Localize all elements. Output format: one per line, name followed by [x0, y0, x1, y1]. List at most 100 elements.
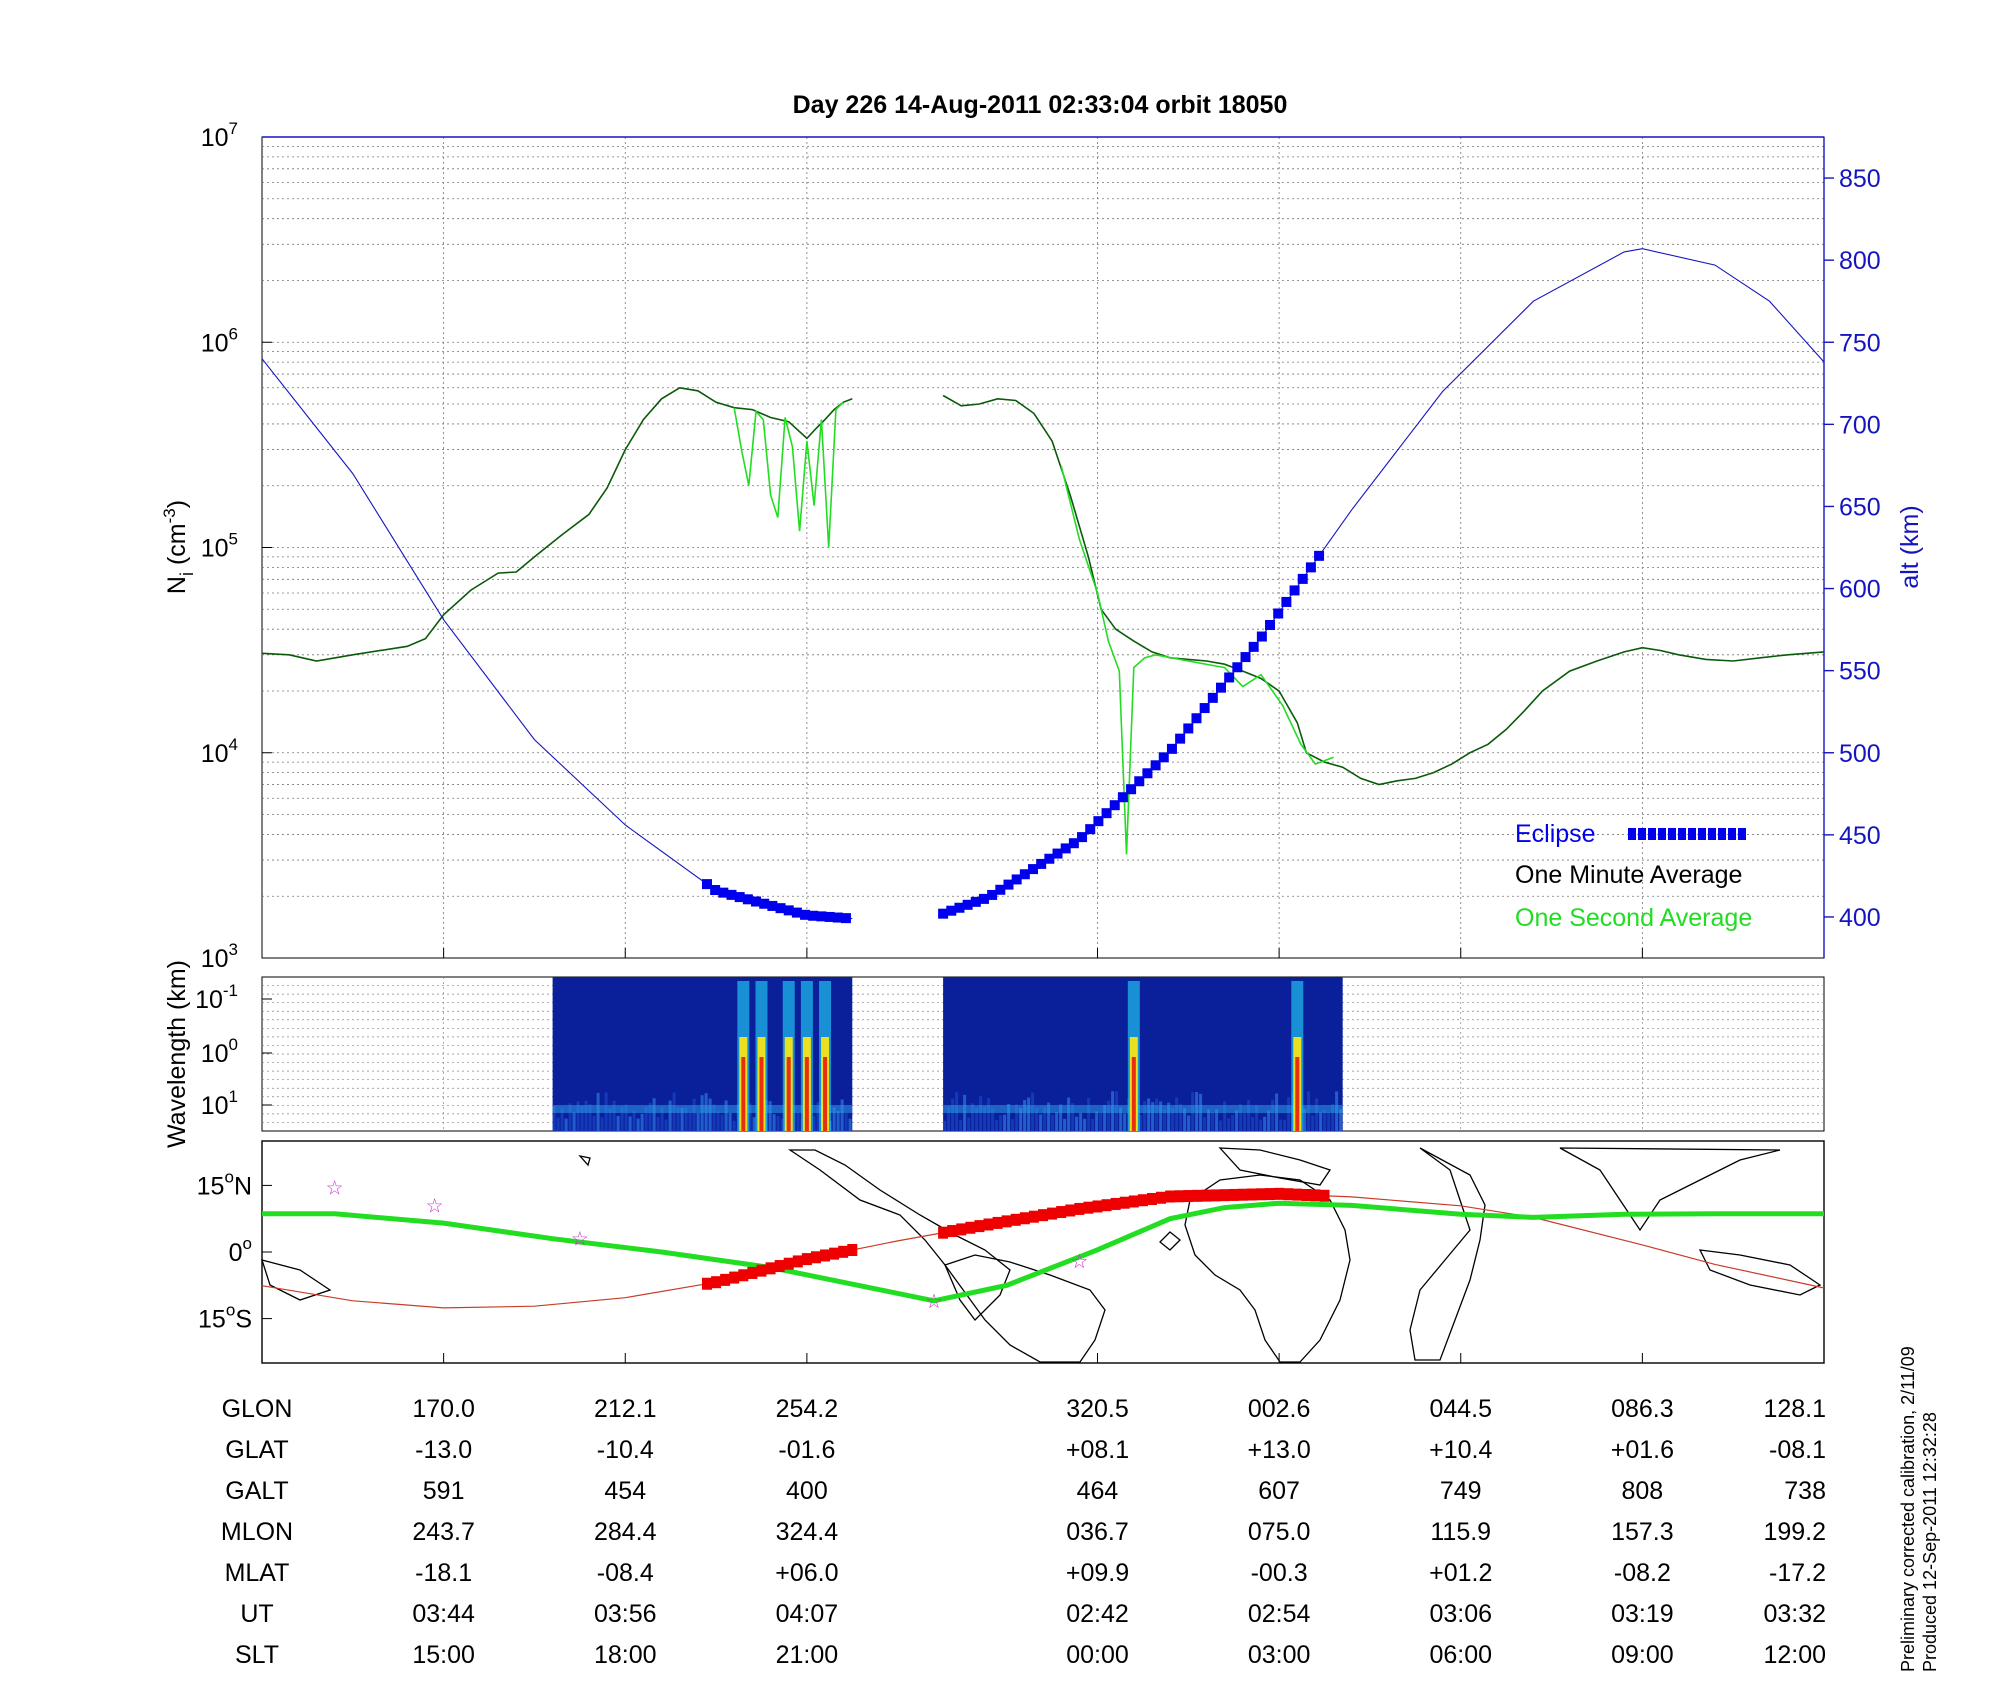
spectrogram-cell [971, 1103, 975, 1131]
map-eclipse-marker [1292, 1188, 1303, 1201]
spectrogram-cell [1235, 1110, 1239, 1131]
map-eclipse-marker [1310, 1189, 1321, 1202]
spectrogram-cell [564, 1118, 568, 1131]
spectrogram-cell [1279, 1119, 1283, 1131]
spectrogram-cell [1227, 1118, 1231, 1131]
table-cell: 115.9 [1430, 1518, 1491, 1546]
spectrogram-cell [816, 1102, 820, 1131]
spectrogram-cell [1075, 1116, 1079, 1131]
y-tick-exponent: 5 [229, 530, 238, 549]
table-cell: 04:07 [776, 1600, 839, 1628]
table-cell: -01.6 [778, 1436, 835, 1464]
series-line-0 [261, 386, 853, 662]
legend-eclipse-swatch [1688, 828, 1696, 840]
table-cell: 03:00 [1248, 1641, 1311, 1669]
altitude-tick-label: 400 [1839, 904, 1881, 932]
spectrogram-cell [568, 1103, 572, 1131]
spectrogram-cell [844, 1112, 848, 1131]
altitude-tick-label: 850 [1839, 165, 1881, 193]
spectrogram-cell [772, 1114, 776, 1131]
spectrogram-band [943, 1105, 1343, 1113]
spectrogram-cell [1123, 1113, 1127, 1131]
map-eclipse-marker [1174, 1190, 1185, 1203]
spectrogram-cell [1211, 1112, 1215, 1131]
spectrogram-cell [1143, 1101, 1147, 1131]
eclipse-marker [1224, 672, 1235, 683]
map-eclipse-marker [1156, 1191, 1167, 1204]
map-track-1 [262, 1200, 1824, 1304]
spectrogram-cell [1155, 1098, 1159, 1131]
y-tick-label: 103 [201, 940, 238, 973]
table-cell: -13.0 [415, 1436, 472, 1464]
eclipse-marker [1232, 662, 1243, 673]
wavelength-tick-base: 10 [195, 986, 223, 1014]
eclipse-marker [1175, 733, 1186, 744]
table-cell: +06.0 [775, 1559, 838, 1587]
spectrogram-cell [600, 1117, 604, 1131]
spectrogram-cell [1095, 1111, 1099, 1131]
map-eclipse-marker [838, 1245, 849, 1258]
series-line-1 [1060, 465, 1334, 855]
spectrogram-cell [1099, 1112, 1103, 1131]
spectrogram-cell [951, 1098, 955, 1131]
map-eclipse-marker [1001, 1215, 1012, 1228]
spectrogram-cell [1283, 1119, 1287, 1131]
y-tick-base: 10 [201, 329, 229, 357]
altitude-y-axis-label: alt (km) [1896, 505, 1924, 588]
legend-label-0: Eclipse [1515, 820, 1596, 848]
spectrogram-cell [1091, 1118, 1095, 1131]
table-cell: 170.0 [412, 1395, 475, 1423]
spectrogram-cell [1263, 1116, 1267, 1131]
map-eclipse-marker [1028, 1210, 1039, 1223]
spectrogram-cell [1311, 1115, 1315, 1131]
spectrogram-cell [848, 1118, 852, 1131]
table-cell: -10.4 [597, 1436, 654, 1464]
wavelength-y-axis-label: Wavelength (km) [163, 960, 191, 1148]
map-eclipse-marker [1255, 1188, 1266, 1201]
spectrogram-cell [608, 1108, 612, 1131]
spectrogram-cell [732, 1120, 736, 1131]
spectrogram-cell [1103, 1104, 1107, 1131]
legend-eclipse-swatch [1628, 828, 1636, 840]
spectrogram-cell [1043, 1107, 1047, 1131]
wavelength-tick-exponent: 0 [229, 1035, 238, 1054]
y-tick-base: 10 [201, 124, 229, 152]
table-cell: -08.1 [1769, 1436, 1826, 1464]
legend: Eclipse One Minute Average One Second Aver… [1515, 820, 1752, 932]
eclipse-marker [1297, 573, 1308, 584]
density-y-label-close: ) [163, 500, 191, 508]
spectrogram-cell [1027, 1097, 1031, 1131]
map-eclipse-marker [738, 1269, 749, 1282]
spectrogram-cell [1215, 1109, 1219, 1131]
altitude-y-ticks: 400 450 500 550 600 650 700 750 800 850 [262, 136, 1881, 958]
spectrogram-cell [1055, 1112, 1059, 1131]
spectrogram-cell [1315, 1098, 1319, 1131]
spectrogram-cell [556, 1117, 560, 1131]
altitude-tick-label: 700 [1839, 411, 1881, 439]
spectrogram-cell [1003, 1114, 1007, 1131]
density-y-label-exp: -3 [160, 508, 179, 523]
eclipse-marker [1248, 641, 1259, 652]
map-eclipse-marker [765, 1262, 776, 1275]
spectrogram-cell [692, 1098, 696, 1131]
spectrogram-cell [1207, 1109, 1211, 1131]
map-eclipse-marker [1128, 1195, 1139, 1208]
spectrogram-cell [588, 1104, 592, 1131]
wavelength-tick-label: 101 [201, 1087, 238, 1120]
spectrogram-cell [1287, 1097, 1291, 1131]
eclipse-markers [701, 550, 1325, 924]
eclipse-marker [978, 893, 989, 904]
eclipse-marker [1314, 550, 1325, 561]
star-marker: ☆ [1070, 1251, 1088, 1273]
table-cell: 075.0 [1248, 1518, 1311, 1546]
map-eclipse-marker [847, 1244, 858, 1257]
map-eclipse-marker [1283, 1188, 1294, 1201]
wavelength-tick-base: 10 [201, 1092, 229, 1120]
eclipse-marker [824, 911, 835, 922]
map-eclipse-marker [1074, 1202, 1085, 1215]
spectrogram-cell [648, 1102, 652, 1131]
spectrogram-cell [995, 1120, 999, 1131]
altitude-tick-label: 750 [1839, 329, 1881, 357]
